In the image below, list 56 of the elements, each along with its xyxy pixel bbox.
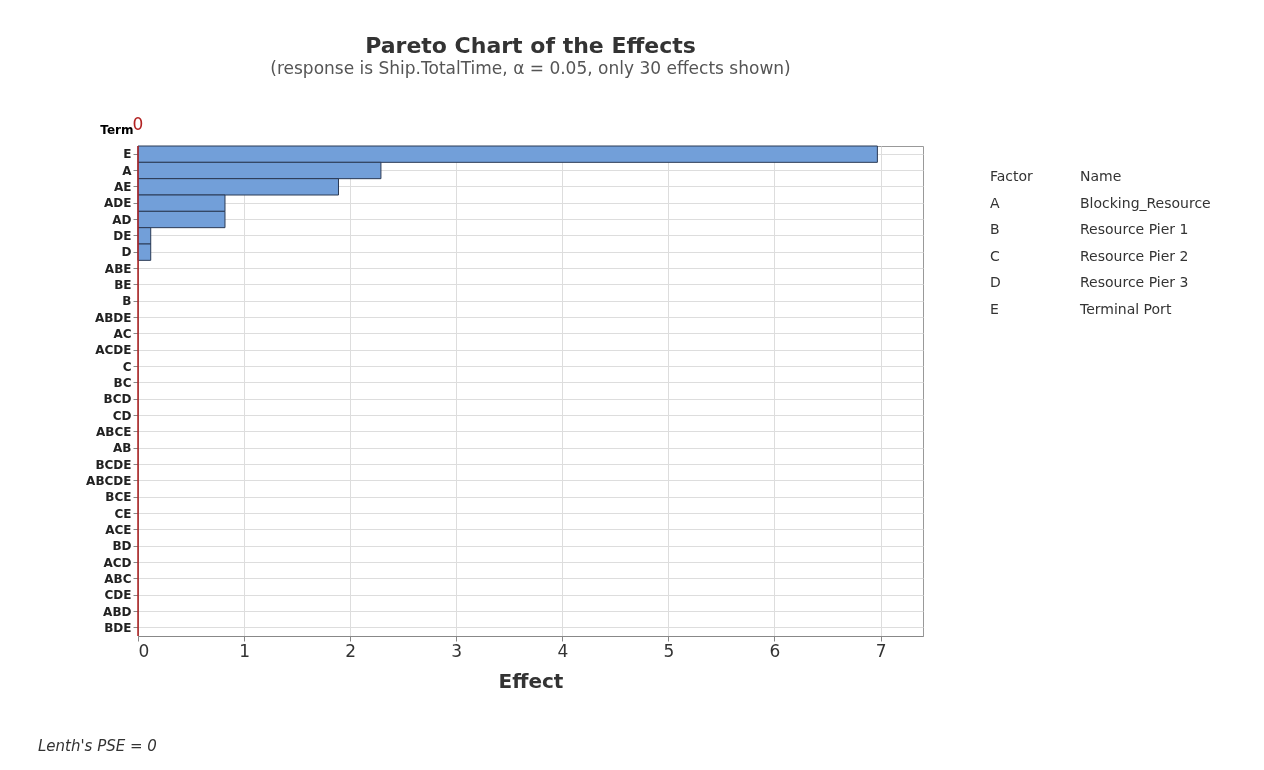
y-tick-label: AB bbox=[113, 441, 132, 456]
x-tick-label: 0 bbox=[138, 640, 150, 661]
text: Name bbox=[1080, 168, 1122, 184]
y-tick-label: ABD bbox=[103, 604, 132, 619]
x-tick-label: 4 bbox=[557, 640, 569, 661]
text: B bbox=[990, 221, 1001, 237]
y-tick-label: AE bbox=[114, 179, 132, 194]
y-tick-label: C bbox=[122, 359, 132, 374]
x-tick-label: 2 bbox=[345, 640, 357, 661]
ref-line-label: 0 bbox=[132, 114, 144, 134]
chart-subtitle: (response is Ship.TotalTime, α = 0.05, only 30 effects shown) bbox=[270, 58, 791, 78]
text: Resource Pier 2 bbox=[1080, 247, 1189, 264]
text: D bbox=[990, 274, 1002, 290]
text: A bbox=[990, 194, 1001, 211]
text: Terminal Port bbox=[1080, 300, 1172, 317]
y-tick-label: ACDE bbox=[95, 343, 132, 358]
y-tick-label: CDE bbox=[104, 588, 132, 603]
y-tick-label: ADE bbox=[104, 196, 132, 211]
y-tick-label: CD bbox=[112, 408, 132, 423]
y-tick-label: ABCDE bbox=[86, 473, 132, 488]
y-tick-label: ACD bbox=[103, 555, 132, 570]
chart-title: Pareto Chart of the Effects bbox=[365, 33, 696, 58]
y-tick-label: DE bbox=[113, 228, 132, 243]
y-tick-label: A bbox=[122, 163, 133, 178]
text: Resource Pier 3 bbox=[1080, 274, 1189, 290]
y-tick-label: BC bbox=[113, 375, 132, 390]
text: Blocking_Resource bbox=[1080, 194, 1211, 211]
y-tick-label: ACE bbox=[105, 522, 132, 537]
text: Resource Pier 1 bbox=[1080, 221, 1189, 237]
x-tick-label: 7 bbox=[875, 640, 887, 661]
x-tick-label: 3 bbox=[451, 640, 463, 661]
y-tick-label: BDE bbox=[104, 620, 132, 635]
text: E bbox=[990, 300, 1000, 317]
text: Lenth's PSE = 0 bbox=[38, 737, 157, 755]
y-tick-label: BCD bbox=[103, 392, 132, 407]
y-tick-label: ABE bbox=[104, 261, 132, 276]
x-tick-label: 6 bbox=[769, 640, 781, 661]
y-tick-label: E bbox=[123, 147, 132, 162]
text: Factor bbox=[990, 168, 1034, 184]
y-tick-label: BE bbox=[114, 277, 132, 292]
y-tick-label: BCDE bbox=[95, 457, 132, 472]
y-tick-label: D bbox=[121, 245, 132, 260]
y-tick-label: ABDE bbox=[94, 310, 132, 325]
text: C bbox=[990, 247, 1001, 264]
y-tick-label: BCE bbox=[105, 490, 132, 505]
y-tick-label: ABC bbox=[104, 571, 132, 586]
y-tick-label: B bbox=[122, 294, 132, 309]
y-tick-label: AD bbox=[112, 212, 132, 227]
y-tick-label: CE bbox=[114, 506, 132, 521]
x-tick-label: 5 bbox=[663, 640, 675, 661]
y-tick-label: AC bbox=[113, 326, 132, 341]
y-axis-title: Term bbox=[100, 122, 134, 137]
x-axis-title: Effect bbox=[498, 668, 564, 693]
y-tick-label: ABCE bbox=[96, 424, 132, 439]
y-tick-label: BD bbox=[112, 539, 132, 554]
x-tick-label: 1 bbox=[239, 640, 250, 661]
